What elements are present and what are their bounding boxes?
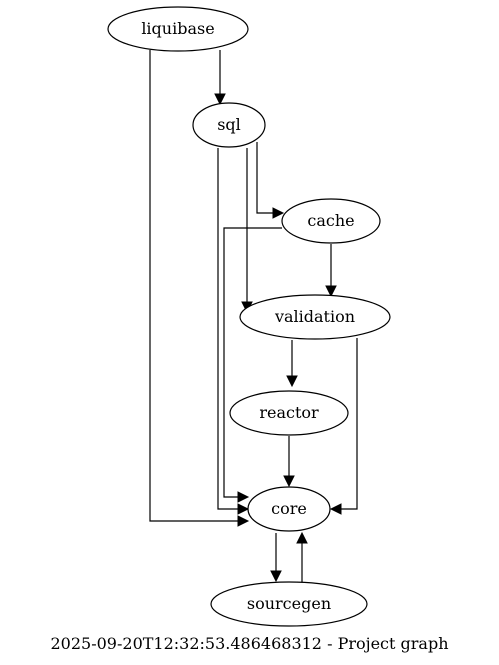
node-validation[interactable]: validation [239, 294, 391, 340]
edge-sql-core [217, 148, 238, 510]
arrowhead-sourcegen-core [296, 531, 308, 544]
arrowhead-validation-core [329, 503, 342, 515]
arrowhead-liquibase-sql [214, 93, 226, 106]
edge-liquibase-core [149, 50, 238, 522]
node-sourcegen[interactable]: sourcegen [210, 581, 368, 627]
edge-sql-cache [256, 142, 273, 214]
node-sql[interactable]: sql [192, 102, 266, 148]
node-reactor-label: reactor [259, 403, 319, 422]
arrowhead-cache-core [237, 491, 250, 503]
node-core[interactable]: core [247, 486, 331, 532]
node-validation-label: validation [274, 307, 355, 326]
edges [149, 50, 358, 583]
arrowhead-cache-validation [325, 285, 337, 298]
arrowhead-core-sourcegen [270, 570, 282, 583]
node-sql-label: sql [217, 115, 241, 134]
arrowhead-reactor-core [283, 475, 295, 488]
node-core-label: core [271, 499, 307, 518]
node-cache-label: cache [307, 211, 354, 230]
arrowhead-liquibase-core [237, 515, 250, 527]
arrowhead-sql-core [237, 503, 250, 515]
node-liquibase-label: liquibase [141, 19, 214, 38]
node-reactor[interactable]: reactor [229, 390, 349, 436]
node-sourcegen-label: sourcegen [247, 594, 331, 613]
arrowhead-validation-reactor [286, 375, 298, 388]
nodes: liquibase sql cache validation reactor c… [107, 6, 391, 627]
edge-cache-core [223, 227, 282, 498]
node-liquibase[interactable]: liquibase [107, 6, 249, 52]
node-cache[interactable]: cache [281, 198, 381, 244]
arrowhead-sql-cache [272, 207, 285, 219]
edge-validation-core [341, 338, 358, 510]
graph-caption: 2025-09-20T12:32:53.486468312 - Project … [51, 634, 449, 653]
